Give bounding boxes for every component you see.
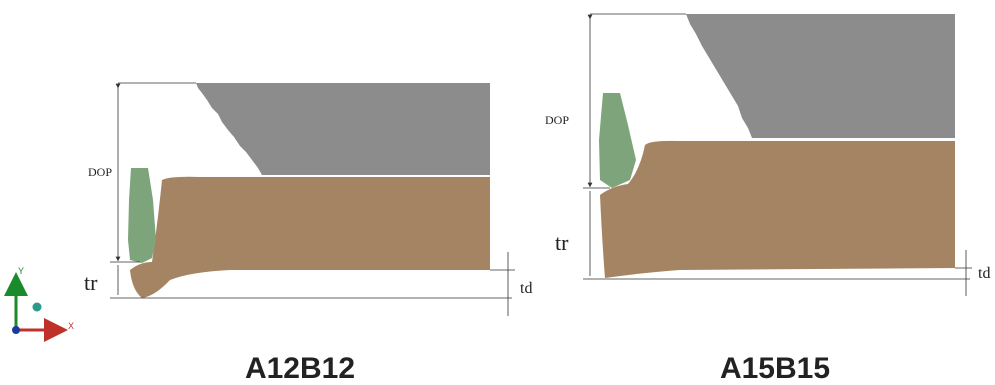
tr-label: tr	[555, 230, 569, 255]
x-axis-label: X	[68, 321, 74, 331]
td-label: td	[520, 280, 532, 297]
panel-left: DOP tr td A12B12	[84, 83, 532, 385]
origin	[12, 326, 20, 334]
panel-label: A12B12	[245, 352, 355, 385]
figure: DOP tr td A12B12 DOP tr td A15B15 Y X	[0, 0, 995, 385]
panel-label: A15B15	[720, 352, 830, 385]
y-axis-label: Y	[18, 266, 24, 276]
projectile	[599, 93, 636, 188]
dop-label: DOP	[545, 113, 569, 127]
td-label: td	[978, 265, 990, 282]
tr-label: tr	[84, 270, 98, 295]
target-gray	[686, 14, 955, 138]
z-axis-ball	[33, 303, 42, 312]
projectile	[128, 168, 156, 263]
target-gray	[196, 83, 490, 175]
dop-label: DOP	[88, 165, 112, 179]
panel-right: DOP tr td A15B15	[545, 14, 990, 385]
target-brown	[600, 141, 955, 278]
axis-triad: Y X	[12, 266, 74, 334]
target-brown	[130, 177, 490, 298]
